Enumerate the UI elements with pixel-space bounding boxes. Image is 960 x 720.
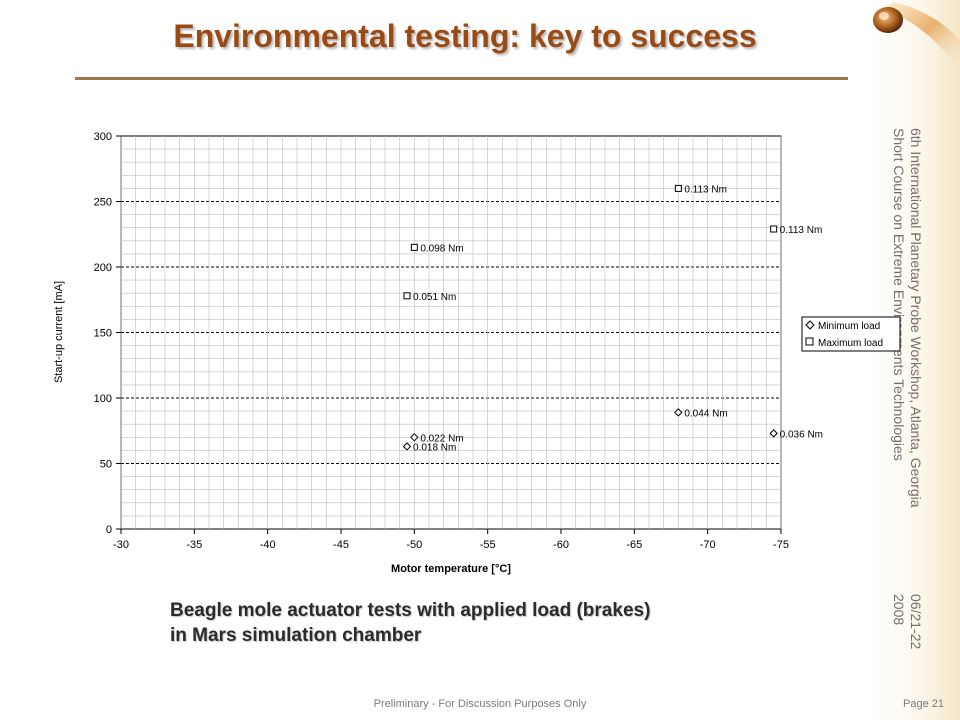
x-tick-label: -45	[333, 539, 349, 551]
x-tick-label: -40	[260, 539, 276, 551]
x-tick-label: -70	[700, 539, 716, 551]
date-line-2: 2008	[891, 594, 907, 626]
data-point-label: 0.036 Nm	[780, 429, 823, 440]
y-tick-label: 0	[106, 524, 112, 536]
x-tick-label: -35	[186, 539, 202, 551]
grid-lines	[120, 135, 782, 530]
workshop-info: 6th International Planetary Probe Worksh…	[890, 128, 924, 508]
x-axis-ticks: -30 -35 -40 -45 -50 -55 -60 -65 -70 -75	[113, 529, 789, 551]
x-axis-label: Motor temperature [°C]	[391, 563, 511, 575]
x-tick-label: -50	[406, 539, 422, 551]
y-tick-label: 250	[94, 197, 112, 209]
data-point-label: 0.113 Nm	[780, 225, 823, 236]
data-point-label: 0.018 Nm	[413, 442, 456, 453]
data-point-diamond	[410, 433, 419, 442]
slide-caption: Beagle mole actuator tests with applied …	[170, 598, 810, 648]
x-tick-label: -75	[773, 539, 789, 551]
legend-label-maximum: Maximum load	[818, 338, 883, 349]
data-point-label: 0.044 Nm	[684, 408, 727, 419]
data-point-diamond	[402, 442, 412, 451]
data-point-label: 0.113 Nm	[684, 184, 727, 195]
data-point-diamond	[769, 429, 778, 438]
x-tick-label: -55	[480, 539, 496, 551]
legend-box	[801, 316, 901, 352]
slide-title: Environmental testing: key to success	[173, 18, 757, 54]
workshop-line-2: Short Course on Extreme Environments Tec…	[891, 128, 907, 461]
date-line-1: 06/21-22	[908, 594, 924, 650]
page-number: Page 21	[903, 698, 944, 710]
footer-disclaimer: Preliminary - For Discussion Purposes On…	[373, 698, 587, 710]
data-point-label: 0.098 Nm	[420, 243, 463, 254]
y-axis-label: Start-up current [mA]	[53, 281, 65, 383]
x-tick-label: -30	[113, 539, 129, 551]
legend: Minimum load Maximum load	[801, 316, 901, 352]
x-tick-label: -60	[553, 539, 569, 551]
data-point-label: 0.051 Nm	[413, 292, 456, 303]
legend-diamond-marker	[805, 320, 815, 330]
y-tick-label: 200	[94, 262, 112, 274]
legend-label-minimum: Minimum load	[818, 321, 880, 332]
y-tick-label: 50	[100, 459, 112, 471]
probe-capsule-image	[873, 2, 960, 70]
data-point-label: 0.022 Nm	[420, 433, 463, 444]
y-tick-label: 300	[94, 131, 112, 143]
data-points: 0.018 Nm0.022 Nm 0.044 Nm 0.036 Nm 0.051 Nm…	[402, 184, 823, 453]
y-tick-label: 150	[94, 328, 112, 340]
scatter-chart: -30 -35 -40 -45 -50 -55 -60 -65 -70 -75 0 50 100 150…	[53, 131, 901, 575]
caption-line-2: in Mars simulation chamber	[170, 625, 422, 646]
x-tick-label: -65	[626, 539, 642, 551]
data-point-square	[403, 292, 411, 300]
data-point-square	[770, 225, 778, 233]
data-point-square	[674, 184, 682, 192]
date-info: 06/21-22 2008	[890, 594, 924, 649]
side-panel	[868, 0, 960, 720]
workshop-line-1: 6th International Planetary Probe Worksh…	[908, 128, 924, 508]
y-tick-label: 100	[94, 393, 112, 405]
y-axis-ticks: 0 50 100 150 200 250 300	[94, 131, 121, 536]
data-point-square	[410, 243, 418, 251]
legend-square-marker	[805, 337, 814, 346]
data-point-diamond	[674, 408, 683, 417]
title-divider	[75, 77, 848, 80]
caption-line-1: Beagle mole actuator tests with applied …	[170, 600, 651, 621]
